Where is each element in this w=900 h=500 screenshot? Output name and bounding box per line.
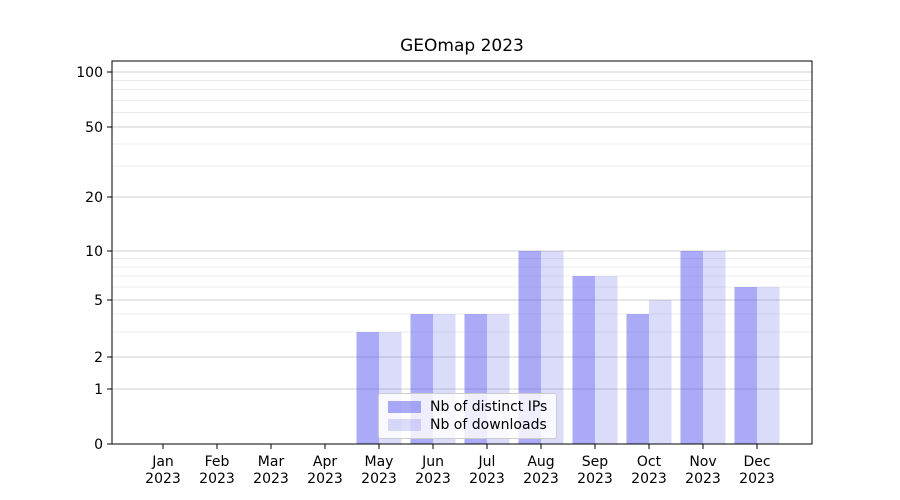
y-tick-label-10: 10 [85,244,103,260]
y-tick-label-50: 50 [85,120,103,136]
x-tick-year-jul: 2023 [469,471,505,487]
x-tick-year-mar: 2023 [253,471,289,487]
legend-label-downloads: Nb of downloads [430,417,547,433]
legend-label-distinct-ips: Nb of distinct IPs [430,399,548,415]
chart-title: GEOmap 2023 [400,36,524,56]
x-tick-year-nov: 2023 [685,471,721,487]
bar-downloads-oct [649,300,672,444]
legend-item-downloads: Nb of downloads [388,416,547,434]
legend-item-distinct-ips: Nb of distinct IPs [388,398,547,416]
x-tick-label-dec: Dec [743,454,770,470]
plot-border [111,60,813,445]
y-tick-label-2: 2 [94,350,103,366]
bar-downloads-sep [595,276,618,444]
y-tick-label-20: 20 [85,190,103,206]
x-tick-year-dec: 2023 [739,471,775,487]
x-tick-year-oct: 2023 [631,471,667,487]
x-tick-year-jan: 2023 [145,471,181,487]
y-tick-label-0: 0 [94,437,103,453]
bar-ips-dec [734,287,757,444]
bar-ips-oct [626,313,649,444]
legend-swatch-distinct-ips [388,401,421,413]
legend: Nb of distinct IPs Nb of downloads [378,393,558,439]
x-tick-label-feb: Feb [205,454,230,470]
bar-downloads-nov [703,251,726,444]
x-tick-label-nov: Nov [689,454,716,470]
x-tick-label-oct: Oct [637,454,662,470]
x-tick-year-sep: 2023 [577,471,613,487]
x-tick-label-mar: Mar [258,454,285,470]
legend-swatch-downloads [388,419,421,431]
x-tick-label-sep: Sep [582,454,609,470]
x-tick-label-may: May [365,454,394,470]
bar-ips-may [356,331,379,444]
x-tick-year-may: 2023 [361,471,397,487]
x-tick-label-jul: Jul [478,454,496,470]
x-tick-label-jan: Jan [151,454,174,470]
x-tick-label-jun: Jun [421,454,444,470]
bar-downloads-dec [757,287,780,444]
x-tick-year-aug: 2023 [523,471,559,487]
y-tick-label-5: 5 [94,293,103,309]
x-tick-label-aug: Aug [527,454,554,470]
x-tick-year-apr: 2023 [307,471,343,487]
x-tick-year-feb: 2023 [199,471,235,487]
bar-ips-nov [680,251,703,444]
y-tick-label-1: 1 [94,382,103,398]
x-tick-year-jun: 2023 [415,471,451,487]
y-tick-label-100: 100 [76,65,103,81]
x-tick-label-apr: Apr [313,454,337,470]
bar-ips-sep [572,276,595,444]
